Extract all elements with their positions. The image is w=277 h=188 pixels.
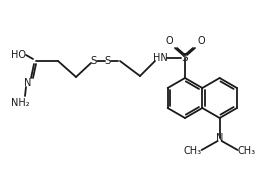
Text: HN: HN [153, 53, 167, 63]
Text: O: O [165, 36, 173, 46]
Text: S: S [91, 56, 97, 66]
Text: CH₃: CH₃ [238, 146, 256, 156]
Text: N: N [216, 133, 223, 143]
Text: S: S [105, 56, 111, 66]
Text: N: N [24, 78, 32, 88]
Text: NH₂: NH₂ [11, 98, 29, 108]
Text: HO: HO [11, 50, 25, 60]
Text: CH₃: CH₃ [184, 146, 202, 156]
Text: O: O [197, 36, 205, 46]
Text: S: S [182, 53, 188, 63]
